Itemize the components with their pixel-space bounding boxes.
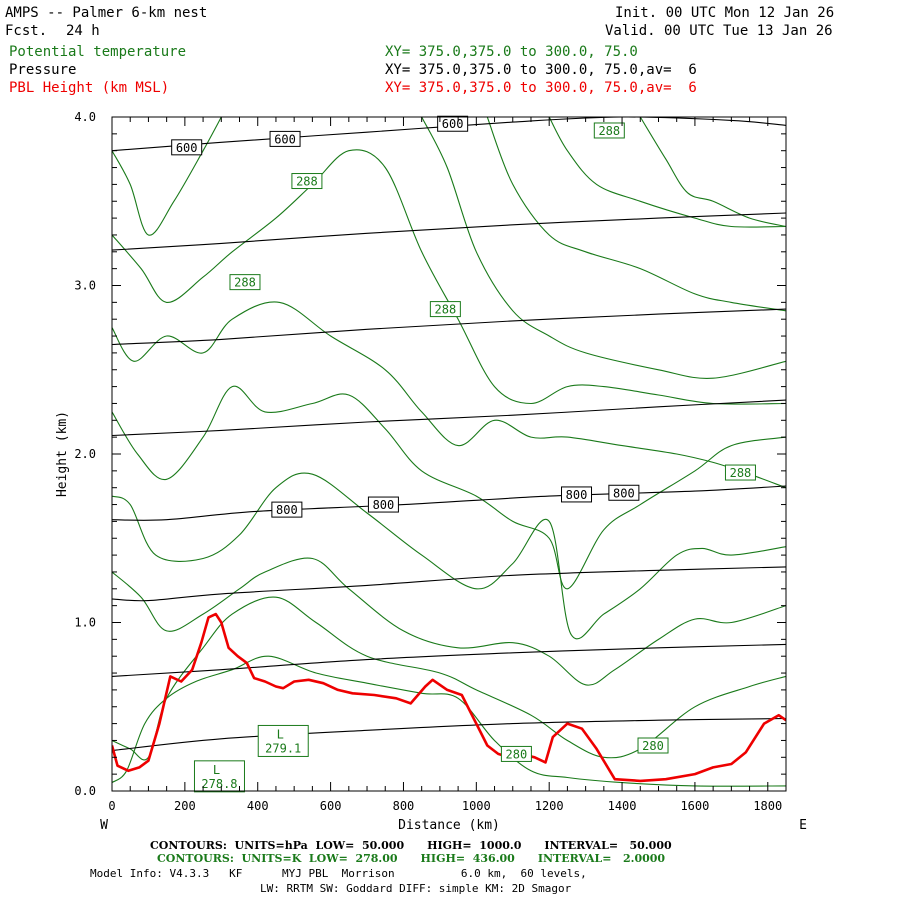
x-tick-label-1800: 1800 — [753, 799, 782, 813]
x-tick-label-0: 0 — [108, 799, 115, 813]
svg-text:288: 288 — [234, 276, 256, 290]
svg-text:288: 288 — [730, 466, 752, 480]
theta-label-3: 288 — [429, 301, 461, 318]
theta-label-5: 280 — [500, 745, 532, 762]
isobar-750 — [112, 308, 786, 346]
pbl-height-line — [112, 612, 786, 783]
svg-text:288: 288 — [296, 175, 318, 189]
footer-theta-contours: CONTOURS: UNITS=K LOW= 278.00 HIGH= 436.… — [157, 852, 666, 865]
theta-contour-5 — [112, 301, 786, 489]
x-tick-label-1600: 1600 — [680, 799, 709, 813]
svg-text:279.1: 279.1 — [265, 741, 301, 755]
svg-text:288: 288 — [435, 303, 457, 317]
pressure-label-5: 800 — [561, 486, 593, 503]
forecast-hours: 24 h — [66, 23, 100, 39]
y-tick-label-3.0: 3.0 — [74, 279, 96, 293]
legend-theta-xy: XY= 375.0,375.0 to 300.0, 75.0 — [385, 44, 638, 60]
x-tick-label-600: 600 — [320, 799, 342, 813]
x-tick-label-200: 200 — [174, 799, 196, 813]
pressure-label-3: 800 — [271, 501, 303, 518]
svg-text:288: 288 — [598, 124, 620, 138]
theta-contour-11 — [639, 117, 786, 228]
x-axis-label: Distance (km) — [398, 818, 500, 833]
theta-contour-4 — [112, 385, 786, 590]
svg-text:600: 600 — [442, 117, 464, 131]
theta-contour-7 — [112, 117, 222, 236]
footer-physics-info: LW: RRTM SW: Goddard DIFF: simple KM: 2D… — [260, 882, 572, 895]
isobar-700 — [112, 212, 786, 251]
y-axis-label: Height (km) — [55, 411, 70, 497]
pressure-label-1: 600 — [269, 130, 301, 147]
isobar-800 — [112, 399, 786, 437]
x-tick-label-1400: 1400 — [608, 799, 637, 813]
legend-pbl-name: PBL Height (km MSL) — [9, 80, 170, 96]
legend-pressure-xy: XY= 375.0,375.0 to 300.0, 75.0,av= 6 — [385, 62, 697, 78]
svg-text:280: 280 — [642, 739, 664, 753]
theta-contour-0 — [112, 655, 786, 787]
theta-label-4: 288 — [724, 464, 756, 481]
svg-text:280: 280 — [506, 747, 528, 761]
svg-text:800: 800 — [373, 498, 395, 512]
legend-theta-name: Potential temperature — [9, 44, 187, 60]
chart-title: AMPS -- Palmer 6-km nest — [5, 5, 208, 21]
pressure-label-6: 800 — [608, 484, 640, 501]
y-tick-label-2.0: 2.0 — [74, 447, 96, 461]
theta-contour-6 — [112, 149, 786, 405]
theta-contour-3 — [112, 472, 786, 640]
theta-contour-10 — [548, 117, 786, 228]
theta-contour-2 — [112, 557, 786, 686]
footer-pressure-contours: CONTOURS: UNITS=hPa LOW= 50.000 HIGH= 10… — [150, 839, 672, 852]
footer-model-info: Model Info: V4.3.3 KF MYJ PBL Morrison 6… — [90, 867, 587, 880]
theta-label-0: 288 — [593, 122, 625, 139]
pressure-label-2: 600 — [437, 115, 469, 132]
svg-text:800: 800 — [566, 488, 588, 502]
x-tick-label-1200: 1200 — [535, 799, 564, 813]
x-axis-east-label: E — [799, 818, 807, 833]
pressure-label-4: 800 — [367, 496, 399, 513]
svg-text:800: 800 — [276, 503, 298, 517]
isobar-850 — [112, 485, 786, 521]
forecast-label: Fcst. — [5, 23, 48, 39]
svg-text:L: L — [277, 727, 284, 741]
x-axis-west-label: W — [100, 818, 108, 833]
svg-text:600: 600 — [274, 132, 296, 146]
y-tick-label-4.0: 4.0 — [74, 110, 96, 124]
svg-text:800: 800 — [613, 486, 635, 500]
x-tick-label-800: 800 — [393, 799, 415, 813]
isobar-900 — [112, 566, 786, 602]
theta-label-6: 280 — [637, 737, 669, 754]
isobar-1000 — [112, 717, 786, 752]
x-tick-label-400: 400 — [247, 799, 269, 813]
valid-time: Valid. 00 UTC Tue 13 Jan 26 — [605, 23, 833, 39]
y-tick-label-1.0: 1.0 — [74, 616, 96, 630]
y-tick-label-0.0: 0.0 — [74, 784, 96, 798]
svg-text:600: 600 — [176, 141, 198, 155]
theta-label-2: 288 — [229, 274, 261, 291]
theta-label-1: 288 — [291, 173, 323, 190]
theta-contour-8 — [421, 117, 786, 379]
legend-pbl-xy: XY= 375.0,375.0 to 300.0, 75.0,av= 6 — [385, 80, 697, 96]
init-time: Init. 00 UTC Mon 12 Jan 26 — [615, 5, 835, 21]
theta-contour-9 — [486, 117, 786, 312]
theta-contour-1 — [112, 596, 786, 761]
x-tick-label-1000: 1000 — [462, 799, 491, 813]
svg-text:278.8: 278.8 — [201, 777, 237, 791]
legend-pressure-name: Pressure — [9, 62, 77, 78]
isobar-950 — [112, 643, 786, 677]
pressure-label-0: 600 — [171, 139, 203, 156]
svg-text:L: L — [213, 763, 220, 777]
